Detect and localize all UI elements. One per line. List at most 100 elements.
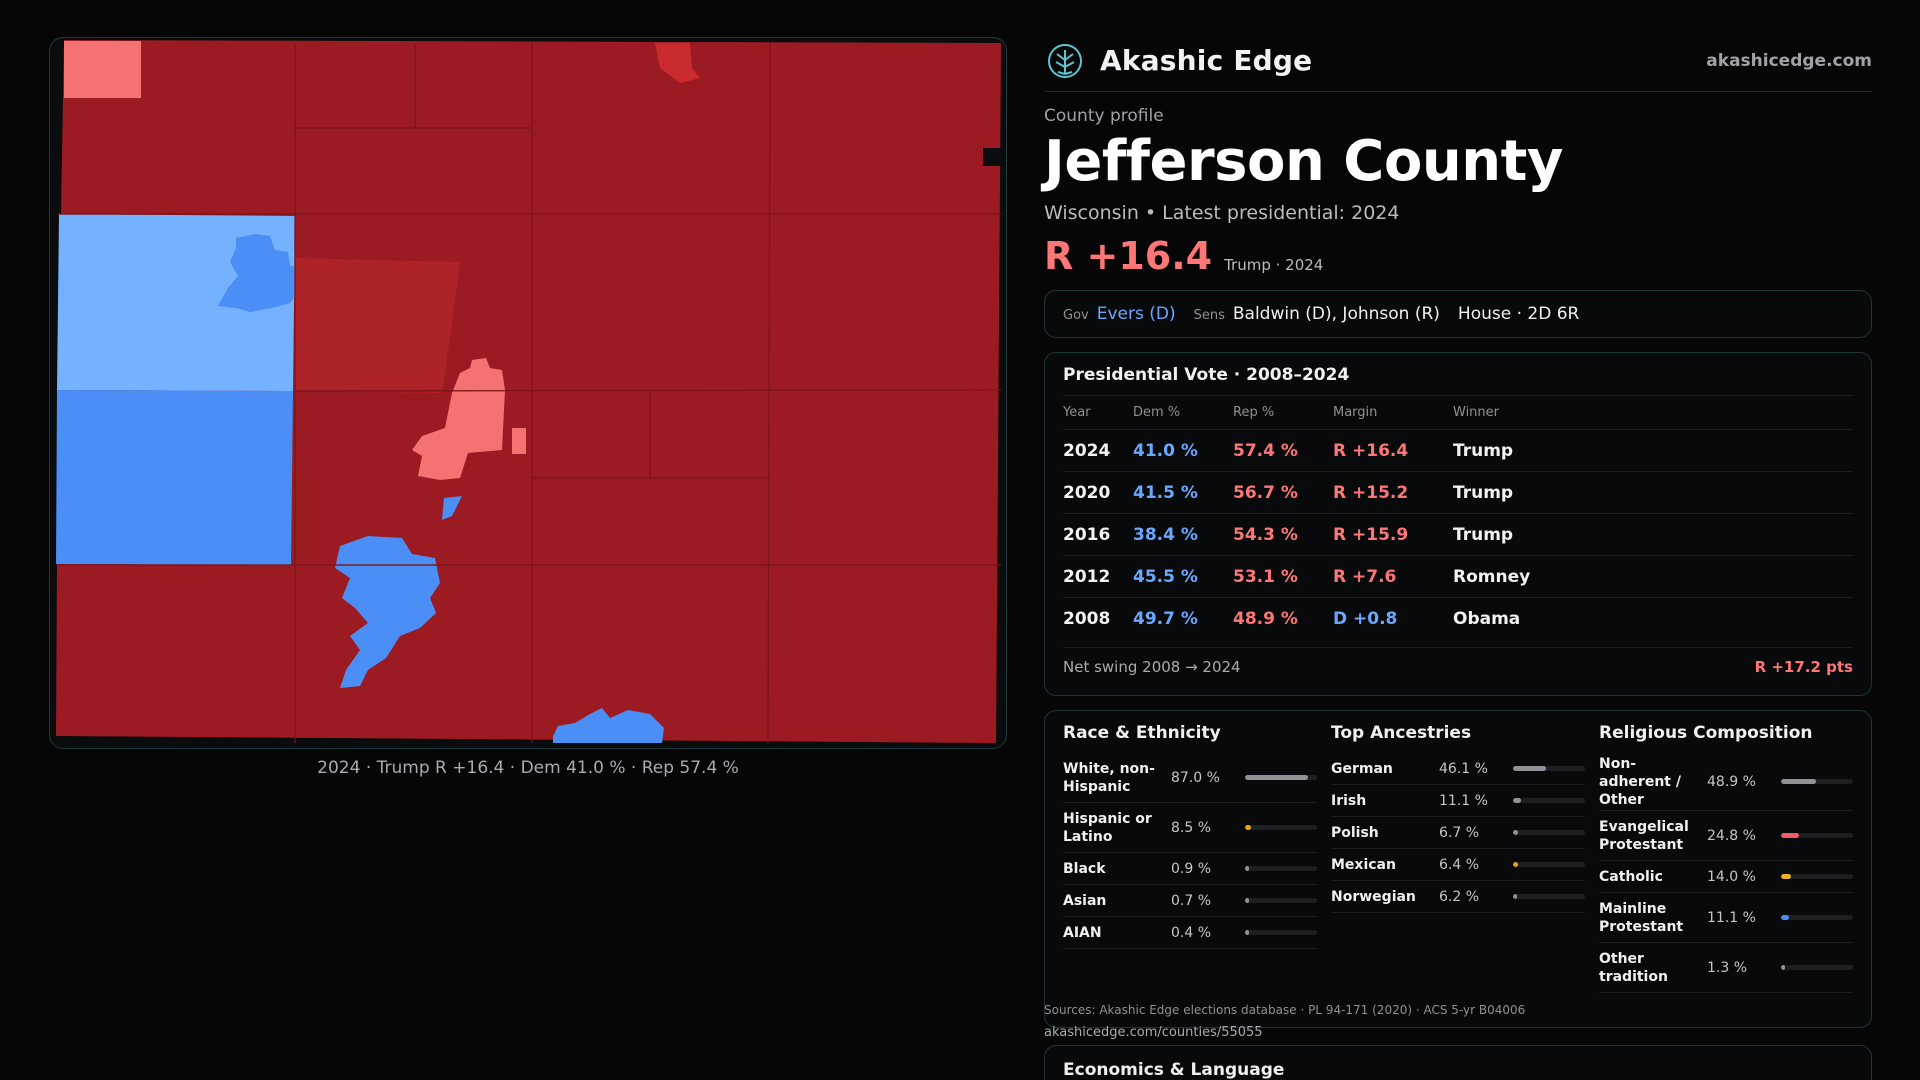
table-row[interactable]: 2016 38.4 % 54.3 % R +15.9 Trump (1063, 513, 1853, 555)
table-row[interactable]: 2012 45.5 % 53.1 % R +7.6 Romney (1063, 555, 1853, 597)
margin-summary: R +16.4 Trump · 2024 (1044, 234, 1872, 278)
religion-title: Religious Composition (1599, 723, 1813, 743)
profile-label: County profile (1044, 106, 1164, 126)
row-rep: 54.3 % (1233, 524, 1298, 545)
list-item[interactable]: White, non-Hispanic 87.0 % (1063, 753, 1317, 803)
item-bar-fill (1245, 930, 1249, 935)
row-winner: Romney (1453, 566, 1531, 587)
house-value: House · 2D 6R (1457, 304, 1580, 324)
item-bar-fill (1781, 779, 1817, 784)
item-value: 24.8 % (1707, 827, 1756, 844)
map-region-dem-city-edge[interactable] (553, 708, 664, 743)
map-region-dem-spot[interactable] (442, 496, 462, 520)
ancestry-title: Top Ancestries (1331, 723, 1472, 743)
map-region-lean-rep-city[interactable] (412, 358, 505, 480)
item-label: Norwegian (1331, 888, 1416, 905)
race-list: White, non-Hispanic 87.0 % Hispanic or Lat… (1063, 753, 1317, 949)
table-row[interactable]: 2008 49.7 % 48.9 % D +0.8 Obama (1063, 597, 1853, 639)
item-bar-track (1245, 775, 1317, 780)
item-value: 11.1 % (1707, 909, 1756, 926)
map-region-lean-rep-spot[interactable] (512, 428, 526, 454)
item-label: Irish (1331, 792, 1367, 809)
item-bar-track (1513, 830, 1585, 835)
item-label: Evangelical Protestant (1599, 818, 1689, 853)
economics-title: Economics & Language (1063, 1060, 1285, 1080)
item-bar-fill (1513, 894, 1518, 899)
gov-label: Gov (1063, 308, 1089, 323)
item-bar-track (1513, 862, 1585, 867)
item-bar-fill (1781, 965, 1785, 970)
list-item[interactable]: AIAN 0.4 % (1063, 917, 1317, 949)
row-year: 2012 (1063, 566, 1111, 587)
officials-bar: Gov Evers (D) Sens Baldwin (D), Johnson … (1044, 290, 1872, 338)
item-value: 0.4 % (1171, 924, 1212, 941)
presidential-vote-card: Presidential Vote · 2008–2024 Year Dem %… (1044, 352, 1872, 696)
brand-name[interactable]: Akashic Edge (1100, 44, 1313, 77)
list-item[interactable]: Norwegian 6.2 % (1331, 881, 1585, 913)
ancestry-section: Top Ancestries German 46.1 % Irish 11.1 % Po… (1331, 723, 1585, 913)
map-region-dem-sw[interactable] (56, 390, 293, 565)
item-label: Polish (1331, 824, 1379, 841)
item-label: Asian (1063, 892, 1107, 909)
list-item[interactable]: Irish 11.1 % (1331, 785, 1585, 817)
list-item[interactable]: Evangelical Protestant 24.8 % (1599, 811, 1853, 861)
map-region-rep-central[interactable] (295, 258, 460, 393)
table-row[interactable]: 2024 41.0 % 57.4 % R +16.4 Trump (1063, 429, 1853, 471)
item-value: 0.7 % (1171, 892, 1212, 909)
list-item[interactable]: Other tradition 1.3 % (1599, 943, 1853, 993)
item-bar-fill (1245, 825, 1252, 830)
row-winner: Obama (1453, 608, 1521, 629)
brand-url[interactable]: akashicedge.com (1706, 50, 1872, 71)
list-item[interactable]: Black 0.9 % (1063, 853, 1317, 885)
row-winner: Trump (1453, 482, 1514, 503)
sens-label: Sens (1193, 308, 1225, 323)
county-profile-panel: Akashic Edge akashicedge.com County prof… (1044, 30, 1872, 1028)
map-region-lean-rep-ne[interactable] (655, 43, 700, 83)
county-map[interactable] (49, 37, 1007, 749)
table-row[interactable]: 2020 41.5 % 56.7 % R +15.2 Trump (1063, 471, 1853, 513)
item-label: Other tradition (1599, 950, 1668, 985)
brand-header: Akashic Edge akashicedge.com (1044, 30, 1872, 92)
row-dem: 41.0 % (1133, 440, 1198, 461)
list-item[interactable]: Mexican 6.4 % (1331, 849, 1585, 881)
item-bar-fill (1513, 830, 1518, 835)
item-value: 46.1 % (1439, 760, 1488, 777)
list-item[interactable]: Non-adherent / Other 48.9 % (1599, 753, 1853, 811)
item-bar-fill (1513, 862, 1518, 867)
sources-url[interactable]: akashicedge.com/counties/55055 (1044, 1025, 1263, 1040)
presidential-table-header: Year Dem % Rep % Margin Winner (1063, 395, 1853, 429)
header-winner: Winner (1453, 405, 1500, 420)
item-value: 0.9 % (1171, 860, 1212, 877)
sens-value: Baldwin (D), Johnson (R) (1232, 304, 1440, 324)
list-item[interactable]: Asian 0.7 % (1063, 885, 1317, 917)
list-item[interactable]: Catholic 14.0 % (1599, 861, 1853, 893)
map-region-lean-rep-nw[interactable] (64, 41, 141, 98)
row-dem: 41.5 % (1133, 482, 1198, 503)
map-region-dem-city-south[interactable] (335, 536, 440, 688)
tree-globe-icon[interactable] (1046, 42, 1084, 80)
row-year: 2008 (1063, 608, 1111, 629)
item-value: 6.7 % (1439, 824, 1480, 841)
row-year: 2020 (1063, 482, 1111, 503)
item-label: AIAN (1063, 924, 1102, 941)
list-item[interactable]: German 46.1 % (1331, 753, 1585, 785)
row-winner: Trump (1453, 440, 1514, 461)
item-bar-track (1781, 779, 1853, 784)
gov-value: Evers (D) (1096, 304, 1176, 324)
item-value: 8.5 % (1171, 819, 1212, 836)
item-label: White, non-Hispanic (1063, 760, 1155, 795)
list-item[interactable]: Hispanic or Latino 8.5 % (1063, 803, 1317, 853)
row-year: 2016 (1063, 524, 1111, 545)
item-label: Black (1063, 860, 1106, 877)
item-bar-track (1245, 866, 1317, 871)
item-bar-fill (1513, 766, 1547, 771)
list-item[interactable]: Mainline Protestant 11.1 % (1599, 893, 1853, 943)
item-label: German (1331, 760, 1393, 777)
map-region-strong-rep[interactable] (56, 40, 1001, 743)
item-bar-fill (1245, 775, 1308, 780)
item-bar-track (1781, 874, 1853, 879)
map-caption: 2024 · Trump R +16.4 · Dem 41.0 % · Rep … (317, 758, 739, 778)
list-item[interactable]: Polish 6.7 % (1331, 817, 1585, 849)
item-bar-fill (1245, 866, 1249, 871)
presidential-rows: 2024 41.0 % 57.4 % R +16.4 Trump 2020 41… (1063, 429, 1853, 639)
